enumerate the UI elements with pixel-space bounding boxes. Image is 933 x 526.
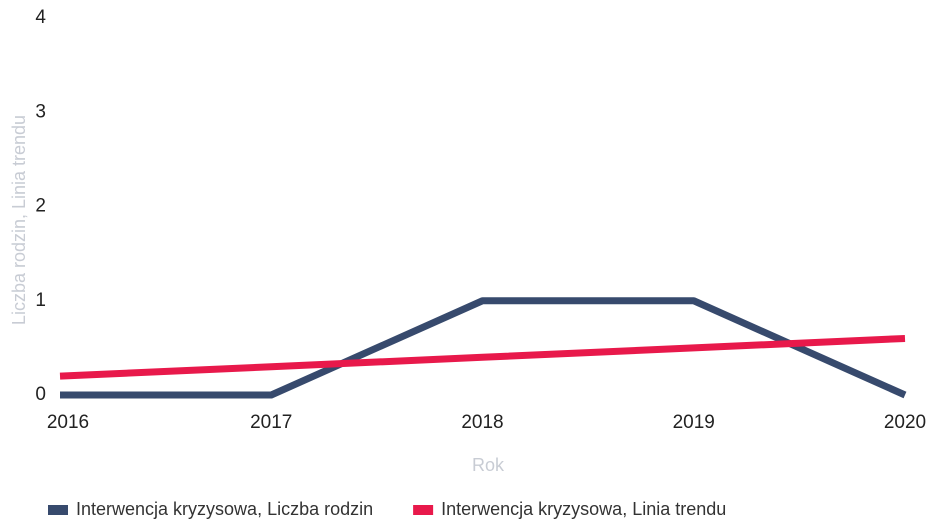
- y-tick-label: 2: [35, 196, 46, 217]
- legend-text: Interwencja kryzysowa, Liczba rodzin: [76, 499, 373, 519]
- x-tick-label: 2019: [673, 412, 715, 433]
- data-line: [60, 297, 907, 399]
- legend-swatch: [48, 505, 68, 515]
- y-tick-label: 1: [35, 290, 46, 311]
- legend-swatch: [413, 505, 434, 515]
- data-line: [59, 334, 906, 380]
- y-axis-title: Liczba rodzin, Linia trendu: [9, 115, 29, 325]
- x-tick-label: 2018: [461, 412, 503, 433]
- y-tick-label: 0: [35, 384, 46, 405]
- legend-text: Interwencja kryzysowa, Linia trendu: [441, 499, 726, 519]
- y-tick-label: 3: [35, 101, 46, 122]
- x-axis-title: Rok: [472, 455, 505, 475]
- x-tick-label: 2020: [884, 412, 926, 433]
- x-tick-label: 2016: [47, 412, 89, 433]
- x-tick-label: 2017: [250, 412, 292, 433]
- y-tick-label: 4: [35, 7, 46, 28]
